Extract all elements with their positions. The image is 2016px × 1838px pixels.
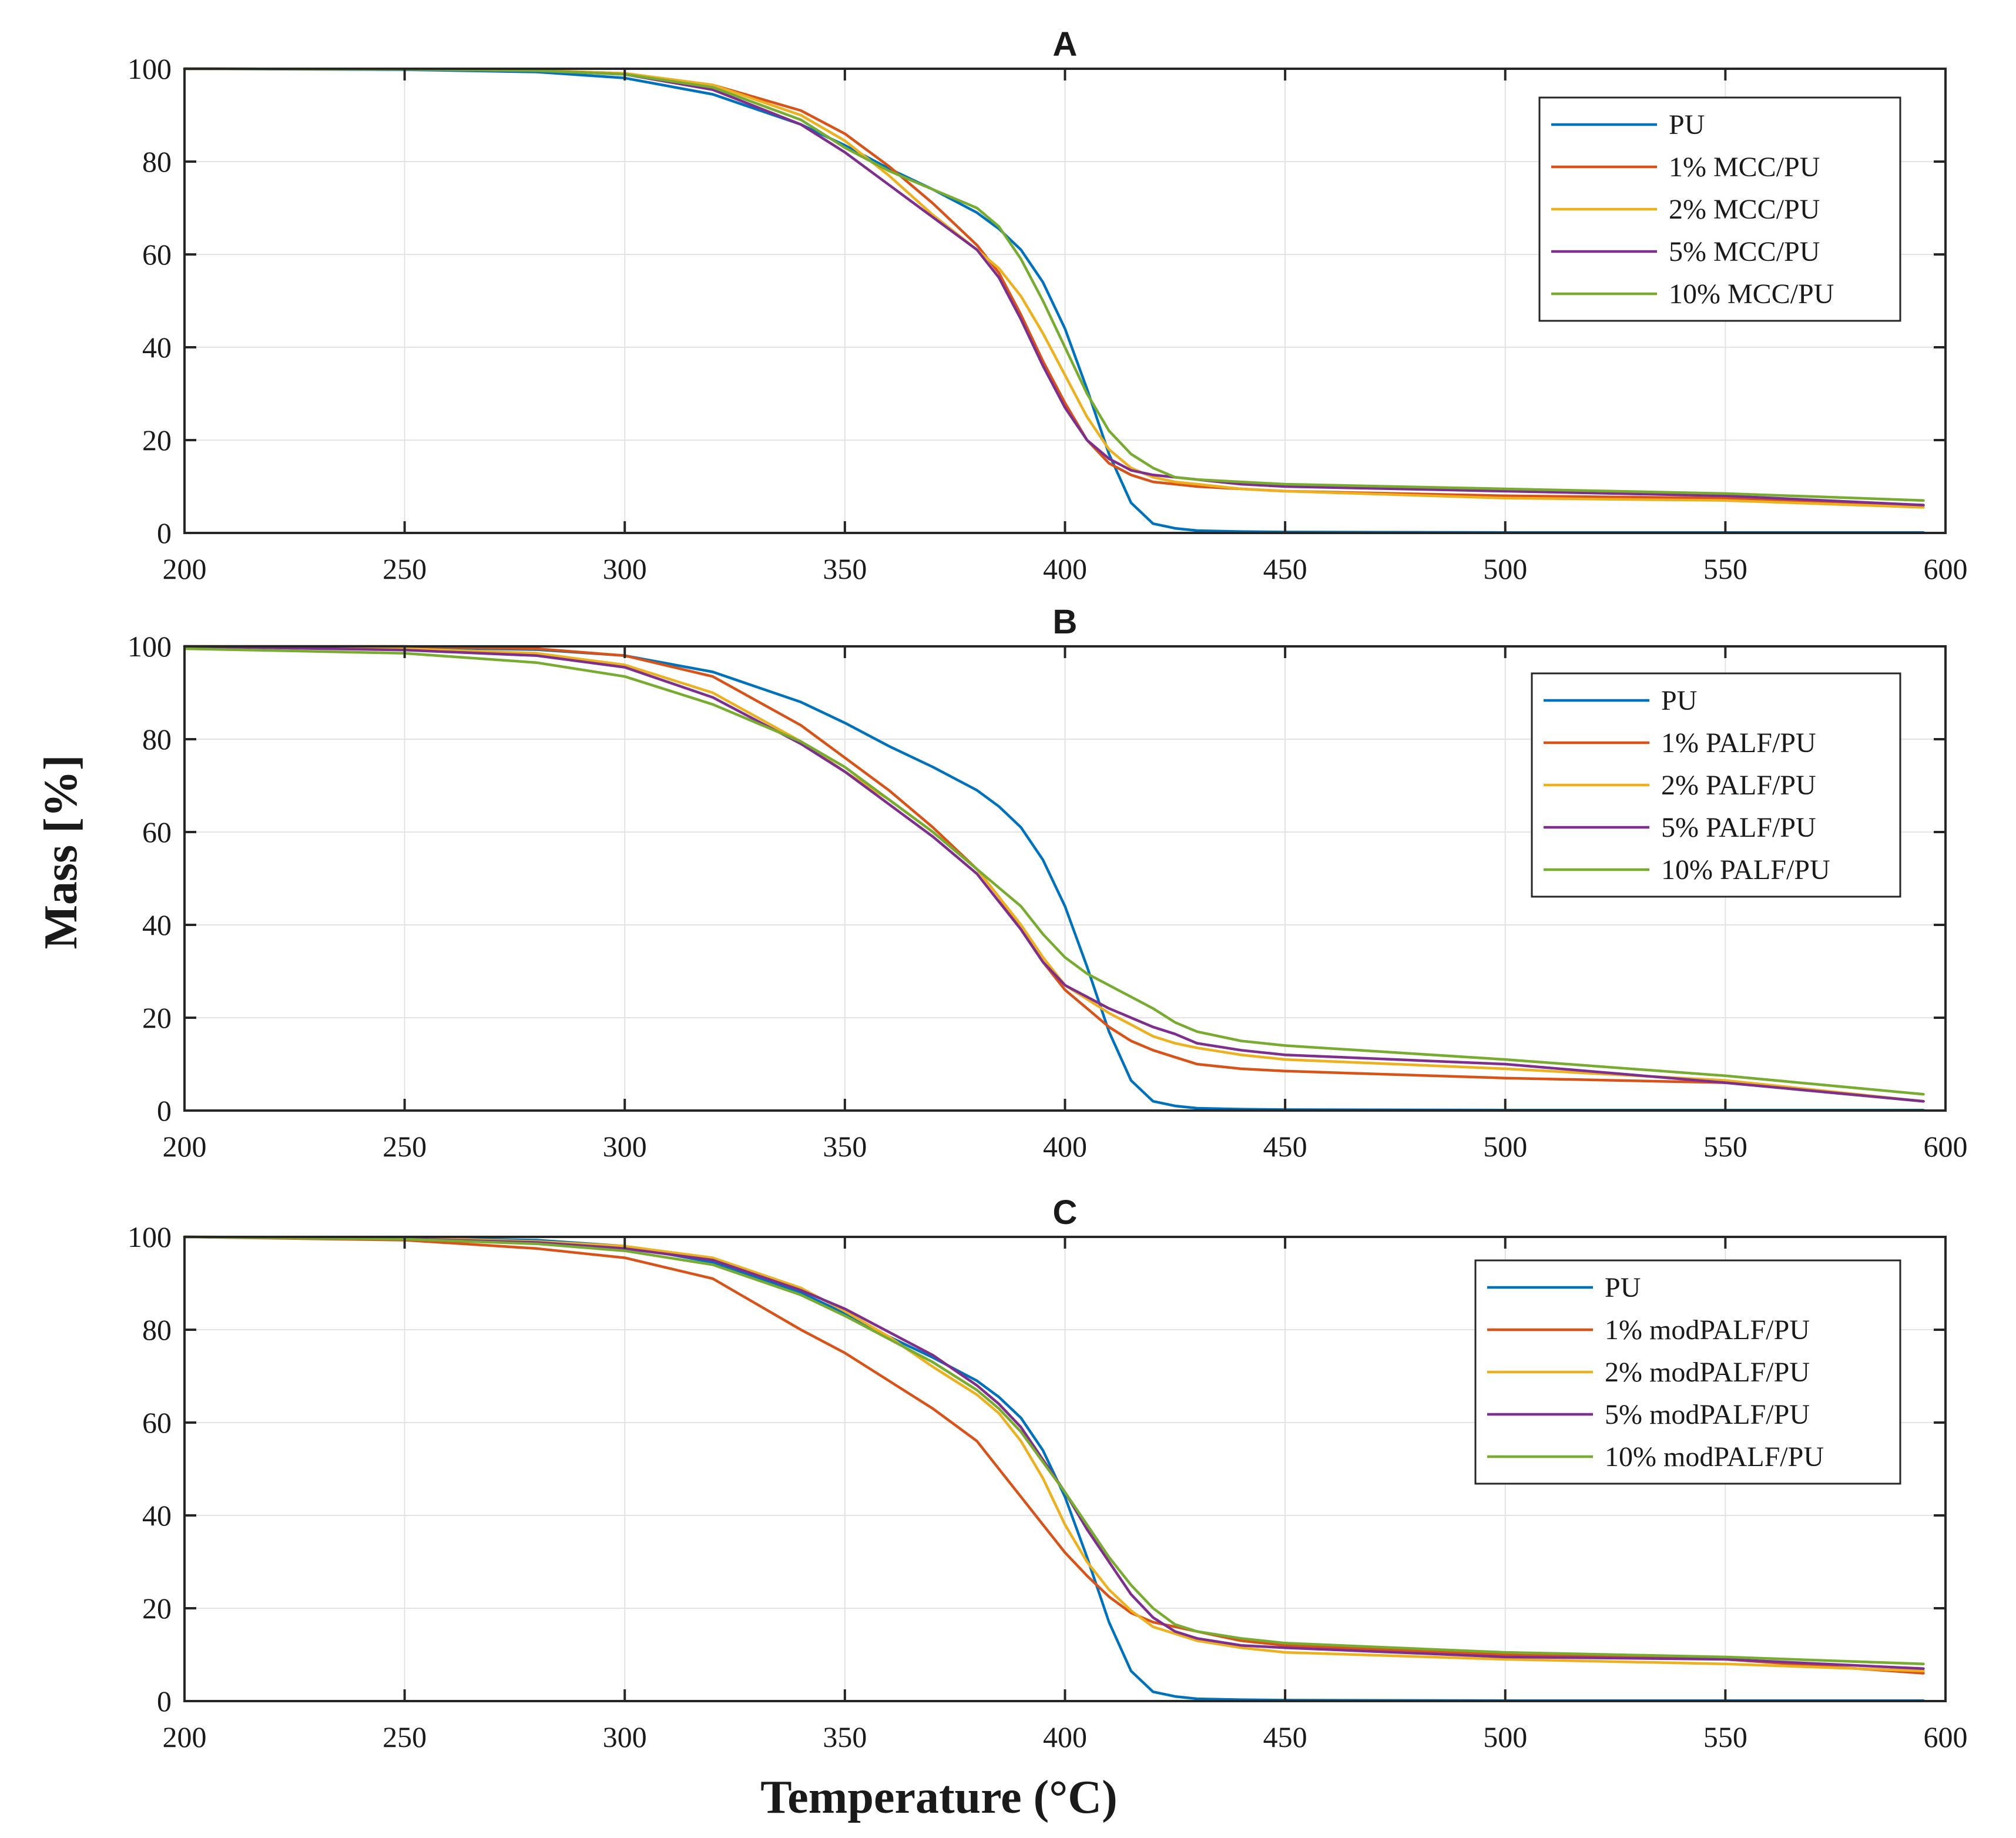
panel-title: B xyxy=(1053,603,1078,641)
x-tick-label: 550 xyxy=(1703,552,1747,585)
x-tick-label: 250 xyxy=(383,1130,427,1163)
x-tick-label: 500 xyxy=(1483,1130,1527,1163)
x-tick-label: 600 xyxy=(1924,1130,1968,1163)
x-tick-label: 350 xyxy=(823,552,867,585)
x-tick-label: 400 xyxy=(1043,552,1087,585)
y-tick-label: 80 xyxy=(142,1313,172,1346)
panel-title: A xyxy=(1053,25,1078,63)
legend-entry: 1% PALF/PU xyxy=(1661,727,1816,759)
y-tick-label: 20 xyxy=(142,1592,172,1625)
x-tick-label: 300 xyxy=(603,1130,647,1163)
y-tick-label: 40 xyxy=(142,331,172,364)
y-tick-label: 60 xyxy=(142,238,172,271)
series-line xyxy=(183,1235,1925,1675)
y-tick-label: 20 xyxy=(142,424,172,457)
x-tick-label: 550 xyxy=(1703,1130,1747,1163)
x-tick-label: 500 xyxy=(1483,552,1527,585)
x-tick-label: 350 xyxy=(823,1130,867,1163)
legend: PU 1% MCC/PU 2% MCC/PU 5% MCC/PU 10% MCC/PU xyxy=(1538,96,1901,322)
series-line xyxy=(183,645,1925,1103)
x-tick-label: 550 xyxy=(1703,1720,1747,1753)
series-line xyxy=(183,1235,1925,1702)
legend-entry: 5% modPALF/PU xyxy=(1605,1399,1810,1430)
x-tick-label: 200 xyxy=(163,1130,207,1163)
y-tick-label: 80 xyxy=(142,145,172,178)
panel-c: 200 250 300 350 400 450 500 550 600 0 20 40 60 80 100 C… xyxy=(128,1193,1968,1753)
series-line xyxy=(183,1235,1925,1666)
legend-entry: 2% MCC/PU xyxy=(1669,194,1820,225)
series-line xyxy=(183,67,1925,502)
y-tick-label: 20 xyxy=(142,1001,172,1034)
series-line xyxy=(183,1235,1925,1672)
x-tick-label: 200 xyxy=(163,552,207,585)
x-tick-label: 450 xyxy=(1263,552,1307,585)
x-tick-label: 400 xyxy=(1043,1130,1087,1163)
x-tick-label: 450 xyxy=(1263,1130,1307,1163)
x-tick-label: 250 xyxy=(383,1720,427,1753)
x-tick-label: 600 xyxy=(1924,1720,1968,1753)
legend-entry: 1% MCC/PU xyxy=(1669,152,1820,183)
panel-b: 200 250 300 350 400 450 500 550 600 0 20 40 60 80 100 B… xyxy=(128,603,1968,1163)
y-axis-title: Mass [%] xyxy=(35,754,87,949)
series-line xyxy=(183,67,1925,509)
y-tick-label: 40 xyxy=(142,1499,172,1532)
panels: 200 250 300 350 400 450 500 550 600020406080100A… xyxy=(128,25,1968,1753)
series-line xyxy=(183,67,1925,534)
x-axis-title: Temperature (°C) xyxy=(760,1772,1117,1823)
legend-entry: 5% PALF/PU xyxy=(1661,812,1816,843)
series-line xyxy=(183,67,1925,507)
legend-entry: PU xyxy=(1605,1272,1641,1303)
x-tick-label: 250 xyxy=(383,552,427,585)
y-tick-label: 0 xyxy=(157,1685,172,1718)
legend-entry: 10% modPALF/PU xyxy=(1605,1441,1824,1473)
legend: PU 1% PALF/PU 2% PALF/PU 5% PALF/PU 10% PALF… xyxy=(1531,672,1901,898)
x-tick-label: 300 xyxy=(603,552,647,585)
x-tick-label: 350 xyxy=(823,1720,867,1753)
y-tick-label: 40 xyxy=(142,908,172,941)
legend-entry: 1% modPALF/PU xyxy=(1605,1314,1810,1346)
series-line xyxy=(183,645,1925,1103)
y-tick-label: 0 xyxy=(157,1094,172,1127)
y-tick-label: 0 xyxy=(157,516,172,549)
y-tick-label: 80 xyxy=(142,723,172,756)
y-tick-label: 100 xyxy=(128,1220,172,1253)
y-tick-label: 60 xyxy=(142,1406,172,1439)
x-tick-label: 500 xyxy=(1483,1720,1527,1753)
legend-entry: 5% MCC/PU xyxy=(1669,236,1820,267)
x-tick-label: 300 xyxy=(603,1720,647,1753)
y-tick-label: 100 xyxy=(128,52,172,85)
y-tick-label: 60 xyxy=(142,816,172,848)
legend-entry: 2% PALF/PU xyxy=(1661,770,1816,801)
legend-entry: 10% MCC/PU xyxy=(1669,279,1834,310)
legend: PU 1% modPALF/PU 2% modPALF/PU 5% modPALF/P… xyxy=(1474,1259,1901,1485)
series-line xyxy=(183,1235,1925,1670)
x-tick-label: 450 xyxy=(1263,1720,1307,1753)
x-tick-label: 200 xyxy=(163,1720,207,1753)
x-tick-label: 400 xyxy=(1043,1720,1087,1753)
y-tick-label: 100 xyxy=(128,630,172,663)
panel-a: 200 250 300 350 400 450 500 550 600 0 20 40 60 80 100 A… xyxy=(128,25,1968,585)
legend-entry: 10% PALF/PU xyxy=(1661,854,1830,886)
legend-entry: PU xyxy=(1669,109,1705,140)
series-line xyxy=(183,645,1925,1112)
legend-entry: 2% modPALF/PU xyxy=(1605,1357,1810,1388)
legend-entry: PU xyxy=(1661,685,1697,716)
series-line xyxy=(183,647,1925,1096)
panel-title: C xyxy=(1053,1193,1078,1232)
x-tick-label: 600 xyxy=(1924,552,1968,585)
